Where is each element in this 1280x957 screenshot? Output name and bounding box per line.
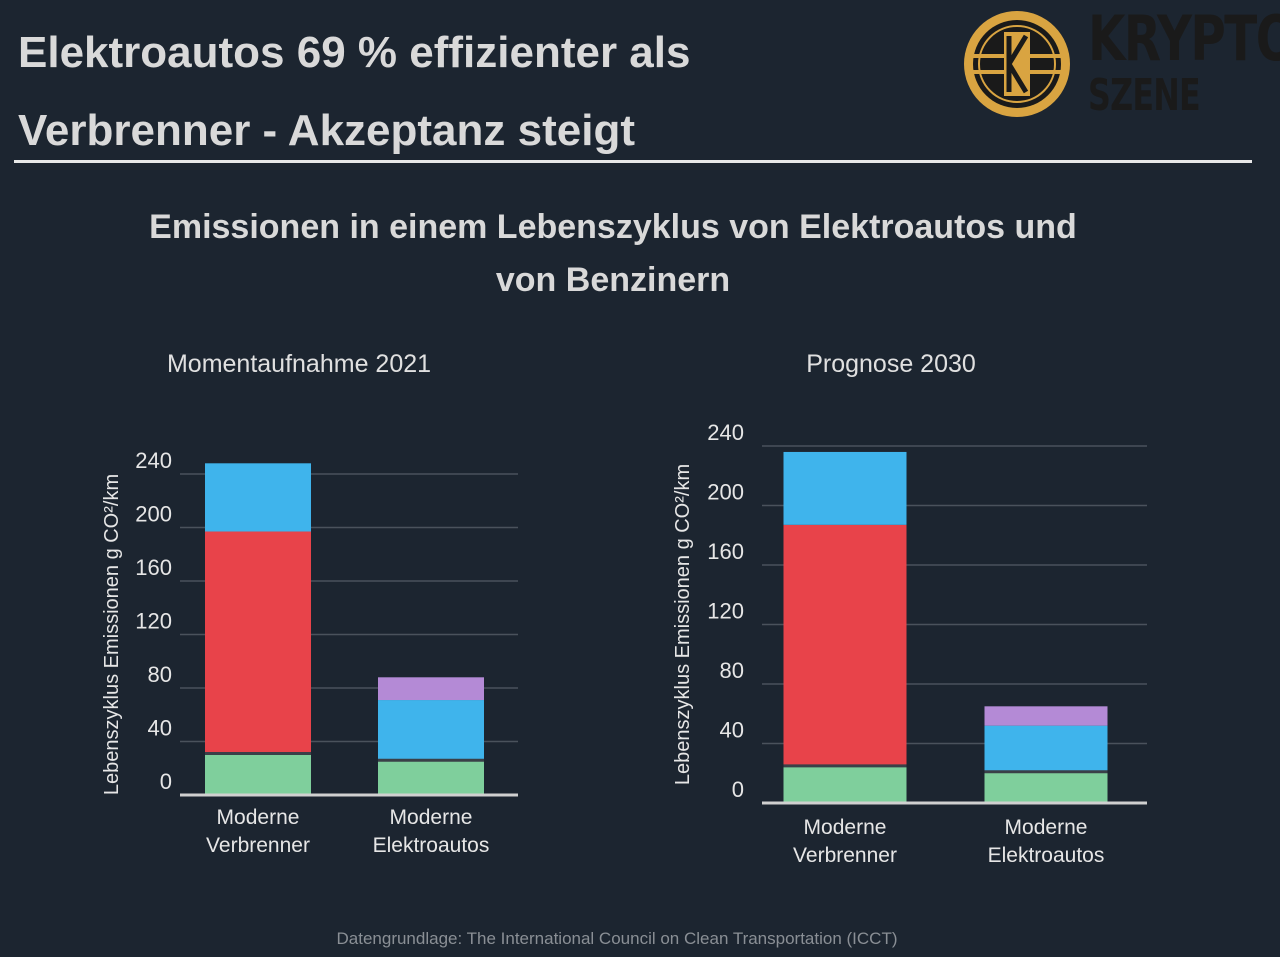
- bar-segment-green: [783, 765, 907, 803]
- headline-line-2: Verbrenner - Akzeptanz steigt: [18, 106, 635, 155]
- y-tick-label: 0: [732, 777, 744, 802]
- y-tick-label: 40: [720, 718, 744, 743]
- x-category-label: Moderne: [804, 816, 887, 839]
- x-category-label: Verbrenner: [206, 834, 310, 857]
- x-category-label: Moderne: [390, 806, 473, 829]
- bar-segment-green: [984, 771, 1108, 803]
- headline: Elektroautos 69 % effizienter als Verbre…: [18, 14, 918, 170]
- bar-segment-red: [783, 524, 907, 766]
- bar-segment-blue: [783, 451, 907, 525]
- logo-word-2: SZENE: [1088, 70, 1201, 121]
- bar-segment-purple: [378, 677, 484, 701]
- subchart-title-2021: Momentaufnahme 2021: [166, 350, 432, 378]
- y-tick-label: 200: [135, 502, 172, 527]
- chart-title-line-2: von Benzinern: [495, 261, 731, 299]
- y-tick-label: 80: [148, 662, 172, 687]
- headline-line-1: Elektroautos 69 % effizienter als: [18, 28, 691, 77]
- x-category-label: Elektroautos: [988, 844, 1105, 867]
- x-category-label: Moderne: [1005, 816, 1088, 839]
- bar-segment-blue: [984, 725, 1108, 772]
- y-tick-label: 200: [707, 480, 744, 505]
- bar-segment-purple: [984, 706, 1108, 726]
- chart-2030: 0 40 80 120 160 200 240 Lebenszyklus Emissionen…: [672, 420, 1147, 867]
- x-category-label: Verbrenner: [793, 844, 897, 867]
- source-note: Datengrundlage: The International Counci…: [336, 929, 898, 948]
- y-tick-label: 120: [135, 609, 172, 634]
- y-axis-label: Lebenszyklus Emissionen g CO²/km: [101, 474, 123, 795]
- bar-segment-blue: [378, 700, 484, 761]
- y-tick-label: 0: [160, 769, 172, 794]
- y-tick-label: 120: [707, 599, 744, 624]
- x-category-label: Elektroautos: [373, 834, 490, 857]
- krypto-szene-badge-icon: [964, 11, 1070, 117]
- y-tick-label: 80: [720, 658, 744, 683]
- y-tick-label: 160: [135, 555, 172, 580]
- y-axis-label: Lebenszyklus Emissionen g CO²/km: [672, 464, 694, 785]
- bar-segment-red: [205, 531, 311, 754]
- subchart-title-2030: Prognose 2030: [806, 350, 976, 378]
- y-tick-label: 40: [148, 716, 172, 741]
- y-tick-label: 240: [135, 448, 172, 473]
- logo-word-1: KRYPTO: [1088, 2, 1280, 75]
- bar-segment-blue: [205, 463, 311, 532]
- chart-title-line-1: Emissionen in einem Lebenszyklus von Ele…: [149, 208, 1077, 246]
- chart-2021: 0 40 80 120 160 200 240 Lebenszyklus Emissionen…: [101, 448, 518, 857]
- bar-segment-green: [205, 753, 311, 795]
- y-tick-label: 160: [707, 539, 744, 564]
- headline-divider: [14, 160, 1252, 163]
- y-tick-label: 240: [707, 420, 744, 445]
- x-category-label: Moderne: [217, 806, 300, 829]
- bar-segment-green: [378, 760, 484, 795]
